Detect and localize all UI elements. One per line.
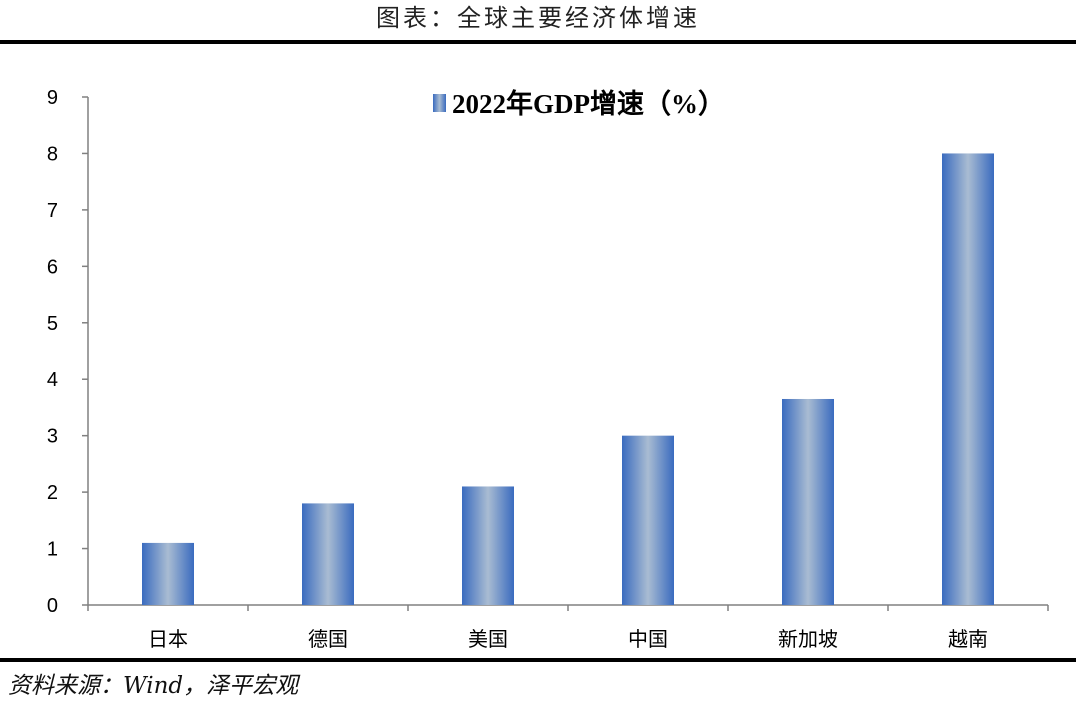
- legend-swatch: [433, 94, 446, 112]
- bar-4: [782, 398, 834, 605]
- x-category-label: 德国: [308, 627, 348, 651]
- y-tick-label: 8: [47, 143, 58, 165]
- x-category-label: 新加坡: [778, 627, 838, 651]
- bar-0: [142, 542, 194, 605]
- chart-title: 图表：全球主要经济体增速: [376, 4, 700, 32]
- x-category-label: 中国: [628, 627, 668, 651]
- top-rule: [0, 40, 1076, 44]
- y-tick-label: 6: [47, 256, 58, 278]
- y-tick-label: 0: [47, 595, 58, 617]
- x-category-label: 美国: [468, 627, 508, 651]
- y-tick-label: 2: [47, 482, 58, 504]
- source-note: 资料来源：Wind，泽平宏观: [8, 673, 299, 699]
- bar-1: [302, 503, 354, 605]
- legend-label: 2022年GDP增速（%）: [452, 88, 725, 119]
- x-category-label: 越南: [948, 627, 988, 651]
- y-tick-label: 5: [47, 313, 58, 335]
- bar-2: [462, 486, 514, 605]
- y-tick-label: 3: [47, 426, 58, 448]
- bottom-rule: [0, 658, 1076, 662]
- bar-5: [942, 153, 994, 605]
- y-tick-label: 9: [47, 87, 58, 109]
- bars-group: [142, 153, 994, 605]
- bar-3: [622, 435, 674, 605]
- bar-chart: 0 1 2 3 4 5 6 7 8 9 日本 德国 美国 中国 新加坡 越南 2022年GDP增速（%）: [47, 87, 1049, 651]
- chart-legend: 2022年GDP增速（%）: [433, 88, 725, 119]
- y-tick-label: 4: [47, 369, 58, 391]
- y-tick-label: 7: [47, 200, 58, 222]
- y-tick-label: 1: [47, 539, 58, 561]
- x-category-label: 日本: [148, 627, 188, 651]
- chart-axes: 0 1 2 3 4 5 6 7 8 9 日本 德国 美国 中国 新加坡 越南: [47, 87, 1049, 651]
